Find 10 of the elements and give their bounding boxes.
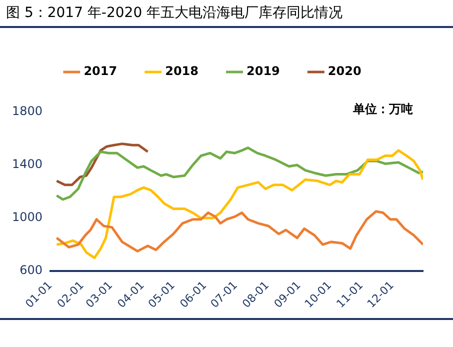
legend-label: 2018 — [165, 64, 199, 78]
legend-label: 2017 — [84, 64, 118, 78]
legend-label: 2020 — [328, 64, 362, 78]
y-tick-label: 1000 — [12, 210, 43, 224]
legend-label: 2019 — [246, 64, 280, 78]
y-tick-label: 600 — [20, 263, 43, 278]
chart-title: 图 5：2017 年-2020 年五大电沿海电厂库存同比情况 — [0, 0, 453, 28]
annotation: 单位：万吨 — [352, 102, 413, 116]
y-tick-label: 1400 — [12, 157, 43, 172]
y-tick-label: 1800 — [12, 104, 43, 118]
